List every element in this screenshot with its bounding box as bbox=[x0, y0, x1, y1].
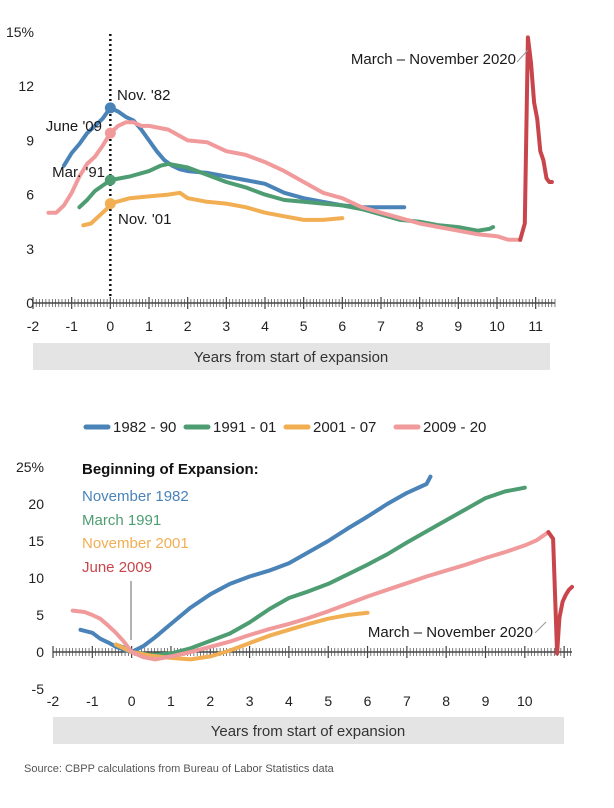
chart1-covid-leader-line bbox=[516, 49, 529, 63]
c2-x-tick-label: 2 bbox=[206, 693, 214, 709]
chart1-start-marker bbox=[104, 127, 116, 139]
chart1-june09-label: June '09 bbox=[46, 118, 102, 135]
c1-y-tick-label: 0 bbox=[26, 295, 34, 311]
c1-series-2009-20 bbox=[46, 120, 523, 242]
legend-label: 1991 - 01 bbox=[213, 419, 276, 436]
chart1-x-axis-label: Years from start of expansion bbox=[194, 349, 389, 366]
c2-x-tick-label: 10 bbox=[517, 693, 533, 709]
chart2-x-axis: -2 -1 0 1 2 3 4 5 6 7 8 9 10 bbox=[47, 646, 572, 709]
c2-x-tick-label: 8 bbox=[442, 693, 450, 709]
c1-x-tick-label: 3 bbox=[222, 318, 230, 334]
c1-y-tick-label: 9 bbox=[26, 132, 34, 148]
c2-x-tick-label: 3 bbox=[246, 693, 254, 709]
chart-employment-growth: -5 0 5 10 15 20 25% -2 -1 0 1 2 3 4 5 6 7 8 9 10 Beginning… bbox=[16, 459, 574, 744]
c1-y-tick-label: 15% bbox=[6, 24, 34, 40]
legend-label: 2009 - 20 bbox=[423, 419, 486, 436]
c1-x-tick-label: -1 bbox=[65, 318, 78, 334]
c1-x-tick-label: -2 bbox=[27, 318, 40, 334]
beginning-item-nov1982: November 1982 bbox=[82, 488, 189, 505]
chart1-covid-label: March – November 2020 bbox=[351, 51, 516, 68]
c2-series-1991-01 bbox=[113, 485, 527, 657]
c2-x-tick-label: 0 bbox=[128, 693, 136, 709]
chart2-covid-label: March – November 2020 bbox=[368, 624, 533, 641]
beginning-item-mar1991: March 1991 bbox=[82, 512, 161, 529]
chart1-nov01-label: Nov. '01 bbox=[118, 211, 171, 228]
c1-series-march-november-2020 bbox=[518, 35, 554, 242]
c1-y-tick-label: 3 bbox=[26, 241, 34, 257]
c2-y-tick-label: 20 bbox=[28, 496, 44, 512]
chart1-y-ticks: 0 3 6 9 12 15% bbox=[6, 24, 34, 311]
c1-x-tick-label: 11 bbox=[528, 318, 543, 334]
chart1-start-marker bbox=[104, 174, 116, 186]
beginning-item-jun2009: June 2009 bbox=[82, 559, 152, 576]
legend-label: 1982 - 90 bbox=[113, 419, 176, 436]
beginning-item-nov2001: November 2001 bbox=[82, 535, 189, 552]
c2-y-tick-label: 5 bbox=[36, 607, 44, 623]
source-note: Source: CBPP calculations from Bureau of… bbox=[24, 763, 335, 775]
chart2-covid-leader-line bbox=[534, 621, 547, 634]
c1-x-tick-label: 10 bbox=[489, 318, 505, 334]
c1-series-2001-07 bbox=[81, 190, 345, 228]
c1-x-tick-label: 4 bbox=[261, 318, 269, 334]
c2-x-tick-label: 1 bbox=[167, 693, 175, 709]
c1-y-tick-label: 12 bbox=[18, 78, 34, 94]
legend-label: 2001 - 07 bbox=[313, 419, 376, 436]
c1-y-tick-label: 6 bbox=[26, 187, 34, 203]
c2-x-tick-label: -1 bbox=[86, 693, 99, 709]
c2-x-tick-label: 6 bbox=[364, 693, 372, 709]
chart1-mar91-label: Mar. '91 bbox=[52, 164, 105, 181]
c2-y-tick-label: 10 bbox=[28, 570, 44, 586]
c2-x-tick-label: 4 bbox=[285, 693, 293, 709]
series-legend: 1982 - 90 1991 - 01 2001 - 07 2009 - 20 bbox=[83, 419, 486, 436]
chart1-start-marker bbox=[104, 198, 116, 210]
c2-y-tick-label: -5 bbox=[32, 681, 45, 697]
c1-x-tick-label: 1 bbox=[145, 318, 153, 334]
chart2-xlabel-bar bbox=[53, 717, 564, 744]
c1-x-tick-label: 0 bbox=[106, 318, 114, 334]
chart1-x-axis: -2 -1 0 1 2 3 4 5 6 7 8 9 10 11 bbox=[27, 297, 556, 334]
chart1-start-markers bbox=[104, 102, 116, 210]
c2-x-tick-label: 7 bbox=[403, 693, 411, 709]
chart2-x-axis-label: Years from start of expansion bbox=[211, 723, 406, 740]
c1-series-1982-90 bbox=[61, 105, 407, 210]
c2-y-tick-label: 0 bbox=[36, 644, 44, 660]
c2-x-tick-label: 5 bbox=[324, 693, 332, 709]
c1-x-tick-label: 7 bbox=[377, 318, 385, 334]
c2-x-tick-label: 9 bbox=[482, 693, 490, 709]
chart1-start-marker bbox=[104, 102, 116, 114]
c1-x-tick-label: 8 bbox=[416, 318, 424, 334]
chart1-series bbox=[46, 35, 554, 242]
c2-y-tick-label: 15 bbox=[28, 533, 44, 549]
c2-series-march-november-2020 bbox=[546, 530, 574, 656]
chart1-xlabel-bar bbox=[33, 343, 550, 370]
c2-y-tick-label: 25% bbox=[16, 459, 44, 475]
c1-x-tick-label: 9 bbox=[454, 318, 462, 334]
c1-x-tick-label: 5 bbox=[300, 318, 308, 334]
c1-x-tick-label: 2 bbox=[184, 318, 192, 334]
chart1-nov82-label: Nov. '82 bbox=[117, 87, 170, 104]
chart2-y-ticks: -5 0 5 10 15 20 25% bbox=[16, 459, 44, 697]
c2-x-tick-label: -2 bbox=[47, 693, 60, 709]
c1-x-tick-label: 6 bbox=[338, 318, 346, 334]
c2-series-2009-20 bbox=[70, 530, 551, 662]
beginning-of-expansion-title: Beginning of Expansion: bbox=[82, 461, 259, 478]
chart2-series bbox=[70, 474, 574, 662]
